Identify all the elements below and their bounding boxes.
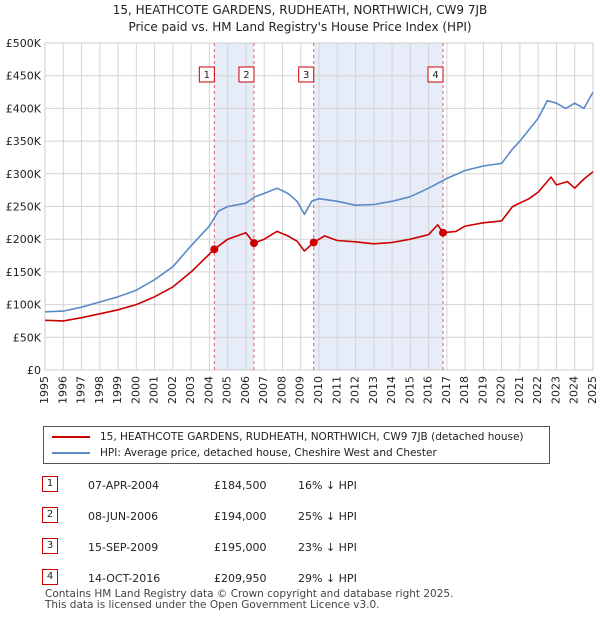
sale-number-badge: 4 [42, 569, 58, 585]
chart-title: 15, HEATHCOTE GARDENS, RUDHEATH, NORTHWI… [112, 3, 488, 17]
sale-date: 07-APR-2004 [88, 479, 160, 492]
plot-frame [44, 42, 594, 371]
sale-hpi-diff: 16% ↓ HPI [298, 479, 357, 492]
sale-label-text: 3 [303, 70, 309, 81]
y-tick-label: £250K [6, 201, 42, 214]
x-tick-label: 2014 [385, 376, 398, 404]
sale-point [210, 245, 219, 254]
legend-label-property: 15, HEATHCOTE GARDENS, RUDHEATH, NORTHWI… [100, 431, 524, 443]
sale-label-box [198, 66, 215, 83]
legend-label-hpi: HPI: Average price, detached house, Ches… [100, 447, 437, 459]
sale-label-text: 2 [243, 70, 249, 81]
y-tick-label: £400K [6, 102, 42, 115]
x-tick-label: 1995 [38, 376, 51, 404]
x-tick-label: 2011 [330, 376, 343, 404]
y-tick-label: £50K [13, 331, 42, 344]
x-tick-label: 2023 [549, 376, 562, 404]
legend-swatch-property [52, 436, 90, 438]
x-tick-label: 2025 [586, 376, 599, 404]
y-tick-label: £500K [6, 37, 42, 50]
sale-label-text: 4 [432, 70, 438, 81]
x-tick-label: 1999 [111, 376, 124, 404]
y-tick-label: £450K [6, 70, 42, 83]
sale-label-box [298, 66, 315, 83]
sale-point [309, 238, 318, 247]
sale-date: 15-SEP-2009 [88, 541, 159, 554]
sale-row: 1 07-APR-2004 £184,500 16% ↓ HPI [0, 476, 600, 498]
y-tick-label: £150K [6, 266, 42, 279]
sale-price: £184,500 [214, 479, 267, 492]
hpi-line [44, 91, 594, 313]
x-tick-label: 2007 [257, 376, 270, 404]
y-tick-label: £300K [6, 168, 42, 181]
y-tick-label: £200K [6, 233, 42, 246]
x-tick-label: 2019 [476, 376, 489, 404]
sale-row: 4 14-OCT-2016 £209,950 29% ↓ HPI [0, 569, 600, 591]
y-tick-label: £100K [6, 299, 42, 312]
x-tick-label: 2022 [531, 376, 544, 404]
x-tick-label: 2017 [440, 376, 453, 404]
x-tick-label: 2009 [294, 376, 307, 404]
x-tick-label: 2012 [349, 376, 362, 404]
sale-row: 2 08-JUN-2006 £194,000 25% ↓ HPI [0, 507, 600, 529]
x-tick-label: 2003 [184, 376, 197, 404]
sale-number-badge: 3 [42, 538, 58, 554]
x-tick-label: 1998 [93, 376, 106, 404]
price-paid-line [44, 171, 594, 322]
x-tick-label: 2020 [495, 376, 508, 404]
sale-hpi-diff: 25% ↓ HPI [298, 510, 357, 523]
footer: Contains HM Land Registry data © Crown c… [45, 589, 453, 611]
x-tick-label: 2010 [312, 376, 325, 404]
sale-point [249, 239, 258, 248]
legend-entry-hpi: HPI: Average price, detached house, Ches… [52, 447, 437, 459]
x-tick-label: 2016 [422, 376, 435, 404]
sale-price: £209,950 [214, 572, 267, 585]
x-tick-label: 2005 [221, 376, 234, 404]
copyright-text: Contains HM Land Registry data © Crown c… [45, 588, 454, 600]
y-tick-label: £350K [6, 135, 42, 148]
chart-subtitle: Price paid vs. HM Land Registry's House … [128, 20, 472, 34]
sale-date: 08-JUN-2006 [88, 510, 159, 523]
price-chart: £0 £50K £100K £150K £200K £250K £300K £350K £400… [6, 37, 599, 404]
x-tick-label: 1997 [75, 376, 88, 404]
x-tick-label: 2015 [403, 376, 416, 404]
x-tick-label: 2004 [202, 376, 215, 404]
sale-row: 3 15-SEP-2009 £195,000 23% ↓ HPI [0, 538, 600, 560]
sale-number-badge: 2 [42, 507, 58, 523]
sale-price: £194,000 [214, 510, 267, 523]
x-tick-label: 2001 [148, 376, 161, 404]
sale-date: 14-OCT-2016 [88, 572, 161, 585]
x-tick-label: 2021 [513, 376, 526, 404]
x-tick-label: 2006 [239, 376, 252, 404]
sale-price: £195,000 [214, 541, 267, 554]
legend-entry-property: 15, HEATHCOTE GARDENS, RUDHEATH, NORTHWI… [52, 431, 524, 443]
sale-point [439, 228, 448, 237]
sale-label-box [238, 66, 255, 83]
sale-label-box [427, 66, 444, 83]
x-tick-label: 1996 [56, 376, 69, 404]
y-tick-label: £0 [27, 364, 41, 377]
x-tick-label: 2000 [129, 376, 142, 404]
sale-hpi-diff: 29% ↓ HPI [298, 572, 357, 585]
x-tick-label: 2024 [568, 376, 581, 404]
licence-text: This data is licensed under the Open Gov… [45, 599, 380, 611]
x-tick-label: 2002 [166, 376, 179, 404]
x-tick-label: 2018 [458, 376, 471, 404]
x-tick-label: 2013 [367, 376, 380, 404]
sale-number-badge: 1 [42, 476, 58, 492]
legend-swatch-hpi [52, 452, 90, 454]
x-tick-label: 2008 [275, 376, 288, 404]
sale-hpi-diff: 23% ↓ HPI [298, 541, 357, 554]
sale-label-text: 1 [204, 70, 210, 81]
legend: 15, HEATHCOTE GARDENS, RUDHEATH, NORTHWI… [43, 426, 550, 464]
